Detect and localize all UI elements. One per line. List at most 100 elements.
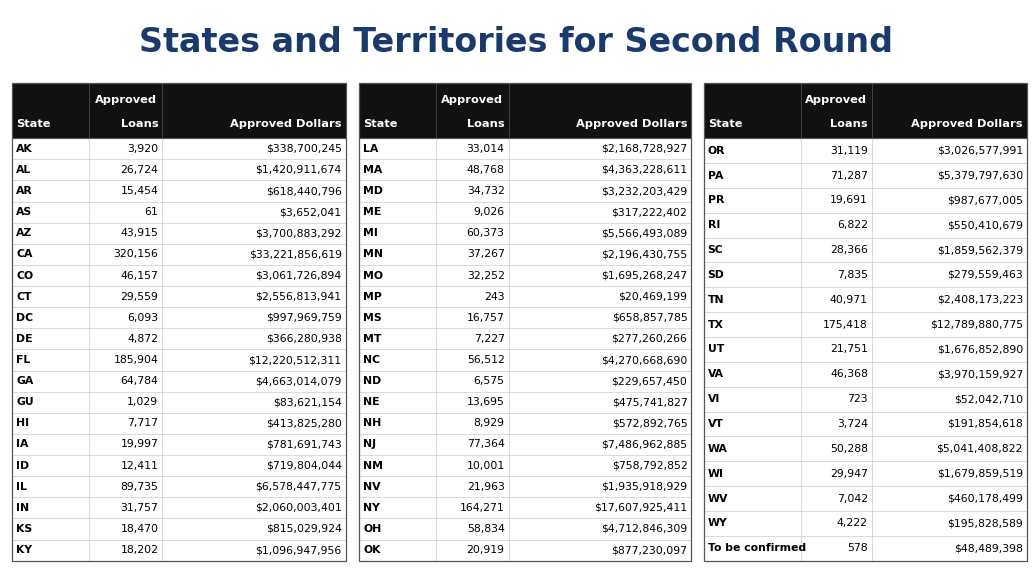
Text: $877,230,097: $877,230,097 (611, 545, 687, 555)
Text: ME: ME (363, 207, 382, 217)
Text: GU: GU (17, 397, 34, 407)
Text: $5,041,408,822: $5,041,408,822 (937, 444, 1023, 454)
Text: $4,363,228,611: $4,363,228,611 (602, 165, 687, 175)
Text: 19,997: 19,997 (121, 439, 158, 450)
Bar (704, 362, 1027, 387)
Text: CT: CT (17, 292, 32, 302)
Text: NC: NC (363, 355, 380, 365)
Text: FL: FL (17, 355, 31, 365)
Text: WV: WV (708, 493, 728, 504)
Text: $1,679,859,519: $1,679,859,519 (937, 469, 1023, 478)
Text: $48,489,398: $48,489,398 (955, 543, 1023, 553)
Bar (12, 265, 346, 286)
Text: CO: CO (17, 270, 33, 281)
Bar (359, 159, 691, 181)
Text: NV: NV (363, 482, 381, 492)
Text: 33,014: 33,014 (466, 144, 505, 154)
Text: CA: CA (17, 250, 33, 259)
Bar (359, 539, 691, 561)
Text: 6,575: 6,575 (474, 376, 505, 386)
Text: $413,825,280: $413,825,280 (266, 419, 342, 428)
Text: Loans: Loans (467, 119, 505, 129)
Text: KS: KS (17, 524, 33, 534)
Text: $987,677,005: $987,677,005 (947, 196, 1023, 205)
Text: $12,789,880,775: $12,789,880,775 (930, 320, 1023, 329)
Bar (704, 188, 1027, 213)
Text: MA: MA (363, 165, 383, 175)
Bar (12, 328, 346, 350)
Text: $1,420,911,674: $1,420,911,674 (256, 165, 342, 175)
Text: $3,652,041: $3,652,041 (280, 207, 342, 217)
Text: $12,220,512,311: $12,220,512,311 (249, 355, 342, 365)
Text: 89,735: 89,735 (121, 482, 158, 492)
Text: $2,196,430,755: $2,196,430,755 (602, 250, 687, 259)
Bar (12, 476, 346, 497)
Text: 29,559: 29,559 (121, 292, 158, 302)
Bar (704, 412, 1027, 436)
Text: 37,267: 37,267 (466, 250, 505, 259)
Text: 16,757: 16,757 (466, 313, 505, 323)
Text: $572,892,765: $572,892,765 (612, 419, 687, 428)
Text: $1,676,852,890: $1,676,852,890 (937, 344, 1023, 354)
Text: 6,822: 6,822 (837, 220, 868, 230)
Text: 4,872: 4,872 (127, 334, 158, 344)
Text: DE: DE (17, 334, 33, 344)
Text: OR: OR (708, 145, 725, 156)
Text: LA: LA (363, 144, 379, 154)
Text: 320,156: 320,156 (114, 250, 158, 259)
Text: GA: GA (17, 376, 34, 386)
Text: $815,029,924: $815,029,924 (266, 524, 342, 534)
Text: MT: MT (363, 334, 382, 344)
Text: $781,691,743: $781,691,743 (266, 439, 342, 450)
Bar (359, 286, 691, 307)
Text: AK: AK (17, 144, 33, 154)
Text: 43,915: 43,915 (121, 228, 158, 238)
Text: $719,804,044: $719,804,044 (265, 461, 342, 470)
Text: State: State (708, 119, 742, 129)
Bar (704, 387, 1027, 412)
Bar (12, 497, 346, 519)
Text: $618,440,796: $618,440,796 (266, 186, 342, 196)
Bar (12, 307, 346, 328)
Bar (359, 497, 691, 519)
Text: $1,859,562,379: $1,859,562,379 (937, 245, 1023, 255)
Text: Loans: Loans (121, 119, 158, 129)
Text: 185,904: 185,904 (114, 355, 158, 365)
Text: VT: VT (708, 419, 723, 429)
Bar (704, 288, 1027, 312)
Text: $4,270,668,690: $4,270,668,690 (601, 355, 687, 365)
Text: NM: NM (363, 461, 383, 470)
Bar (12, 370, 346, 392)
Bar (704, 213, 1027, 237)
Text: 4,222: 4,222 (837, 518, 868, 528)
Text: TN: TN (708, 295, 724, 305)
Text: 21,751: 21,751 (830, 344, 868, 354)
Text: 164,271: 164,271 (460, 503, 505, 513)
Text: Approved Dollars: Approved Dollars (576, 119, 687, 129)
Text: 13,695: 13,695 (466, 397, 505, 407)
Text: PA: PA (708, 171, 723, 181)
Text: $2,168,728,927: $2,168,728,927 (602, 144, 687, 154)
Bar (12, 181, 346, 202)
Text: OH: OH (363, 524, 382, 534)
Text: $52,042,710: $52,042,710 (954, 394, 1023, 404)
Text: $229,657,450: $229,657,450 (612, 376, 687, 386)
Bar (359, 181, 691, 202)
Text: TX: TX (708, 320, 723, 329)
Text: $338,700,245: $338,700,245 (265, 144, 342, 154)
Text: $191,854,618: $191,854,618 (947, 419, 1023, 429)
Text: IA: IA (17, 439, 29, 450)
Text: $658,857,785: $658,857,785 (612, 313, 687, 323)
Text: IL: IL (17, 482, 27, 492)
Text: 20,919: 20,919 (466, 545, 505, 555)
Text: 723: 723 (847, 394, 868, 404)
Text: 18,202: 18,202 (121, 545, 158, 555)
Bar (704, 461, 1027, 486)
Bar (704, 138, 1027, 163)
Bar (359, 350, 691, 370)
Text: 31,119: 31,119 (830, 145, 868, 156)
Bar (359, 202, 691, 223)
Text: $366,280,938: $366,280,938 (266, 334, 342, 344)
Text: $6,578,447,775: $6,578,447,775 (256, 482, 342, 492)
Text: WA: WA (708, 444, 728, 454)
